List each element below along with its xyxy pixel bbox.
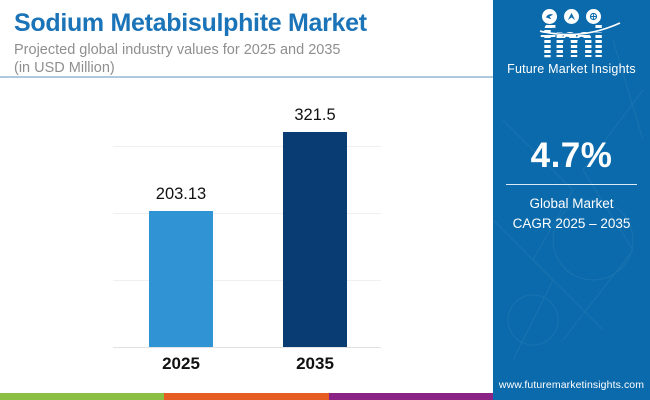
fmi-wordmark-stripes: [536, 20, 607, 64]
footer-stripe: [0, 393, 493, 400]
subtitle-line1: Projected global industry values for 202…: [14, 42, 341, 58]
gridline-100: [113, 280, 381, 281]
gridline-300: [113, 146, 381, 147]
bar-2025: [149, 211, 213, 347]
logo-icons-row: [493, 9, 650, 24]
x-axis-line: [113, 347, 381, 348]
logo-tagline: Future Market Insights: [507, 62, 636, 76]
fmi-logo: fmi Future Market Insights: [493, 9, 650, 76]
x-tick-2025: 2025: [162, 354, 200, 373]
cagr-block: 4.7% Global Market CAGR 2025 – 2035: [493, 136, 650, 233]
cagr-value: 4.7%: [530, 136, 613, 175]
brand-sidebar: fmi Future Market Insights 4.7% Global M…: [493, 0, 650, 400]
logo-swoosh-arc: [539, 22, 620, 36]
cagr-label: Global Market CAGR 2025 – 2035: [493, 194, 650, 233]
bar-group-2025: 203.13 2025: [149, 185, 213, 373]
fmi-wordmark: fmi: [536, 18, 607, 64]
cagr-divider: [506, 184, 637, 185]
footer-stripe-purple: [328, 393, 493, 400]
cagr-label-line2: CAGR 2025 – 2035: [512, 215, 631, 231]
plane-icon: [564, 9, 579, 24]
page-title: Sodium Metabisulphite Market: [14, 9, 367, 37]
footer-stripe-green: [0, 393, 165, 400]
cagr-label-line1: Global Market: [529, 196, 614, 211]
bar-value-2035: 321.5: [294, 106, 336, 124]
bar-group-2035: 321.5 2035: [283, 106, 347, 373]
page-subtitle: Projected global industry values for 202…: [14, 42, 493, 77]
x-tick-2035: 2035: [296, 354, 334, 373]
website-link[interactable]: www.futuremarketinsights.com: [498, 379, 645, 391]
bird-icon: [542, 9, 557, 24]
header-divider: [0, 76, 493, 78]
footer-stripe-orange: [164, 393, 329, 400]
subtitle-line2: (in USD Million): [14, 59, 115, 76]
globe-icon: [586, 9, 601, 24]
sidebar-pattern-decoration: [493, 39, 644, 361]
header: Sodium Metabisulphite Market Projected g…: [0, 0, 493, 77]
gridline-200: [113, 213, 381, 214]
bar-2035: [283, 132, 347, 347]
bar-value-2025: 203.13: [155, 185, 207, 203]
